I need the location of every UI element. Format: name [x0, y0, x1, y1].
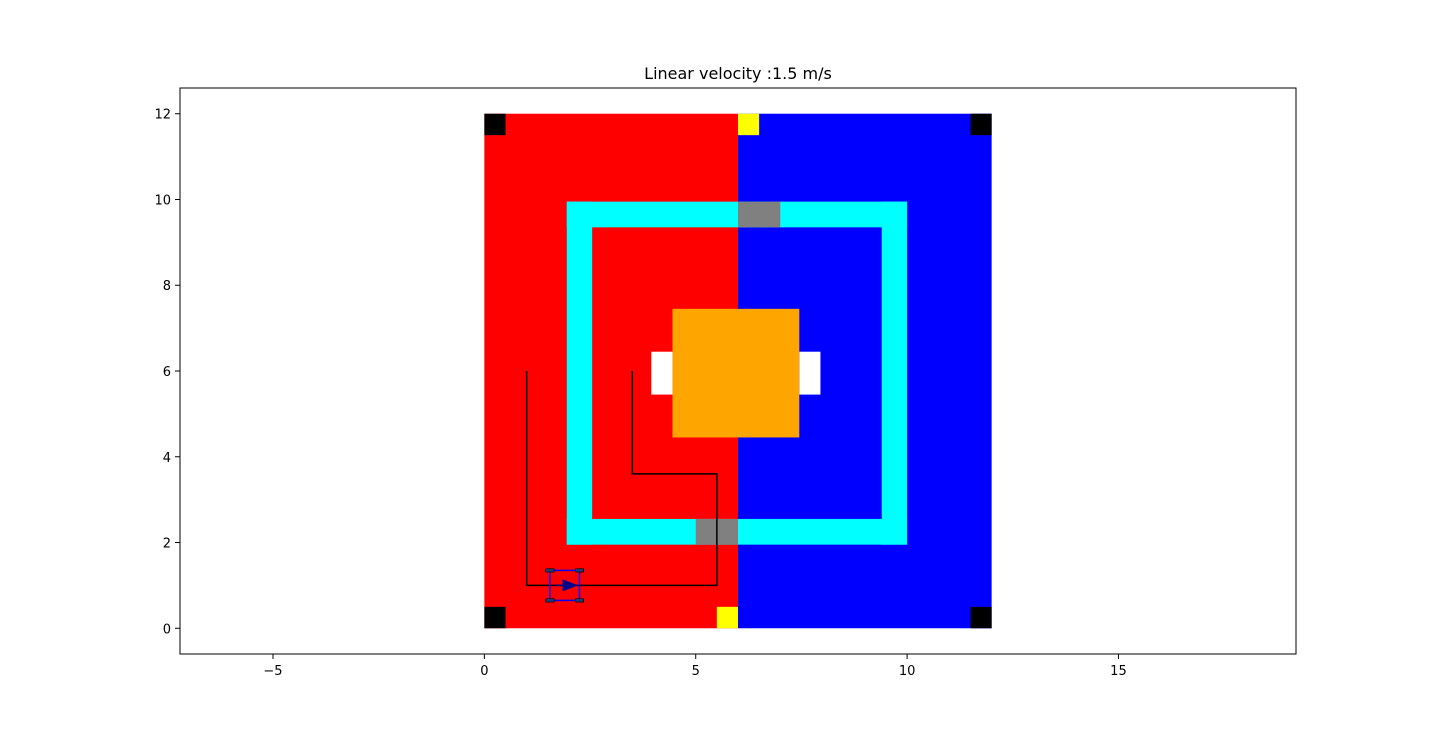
robot-body — [549, 569, 581, 602]
orange-center — [672, 308, 800, 438]
yellow-marker-top — [738, 113, 760, 136]
map-regions — [484, 113, 992, 629]
x-tick-label: 15 — [1110, 664, 1127, 679]
y-tick-label: 12 — [154, 108, 171, 123]
robot-wheel-2 — [574, 568, 585, 573]
white-block-right — [799, 351, 821, 395]
y-axis-ticks: 0 2 4 6 8 10 12 — [154, 108, 180, 637]
cyan-ring-left — [566, 201, 593, 545]
y-tick-label: 10 — [154, 193, 171, 208]
chart-title: Linear velocity :1.5 m/s — [644, 64, 832, 83]
y-tick-label: 0 — [163, 622, 171, 637]
cyan-ring-top — [566, 201, 908, 228]
black-corner-bottom-left — [484, 606, 506, 629]
robot-wheel-3 — [545, 598, 555, 603]
black-corner-bottom-right — [970, 606, 992, 629]
x-tick-label: 10 — [899, 664, 916, 679]
robot-wheel-1 — [545, 568, 555, 573]
black-corner-top-right — [970, 113, 992, 136]
path-layer — [525, 371, 718, 587]
planned-path — [525, 371, 718, 587]
x-tick-label: 5 — [692, 664, 700, 679]
x-tick-label: 0 — [480, 664, 488, 679]
robot-wheel-4 — [574, 598, 585, 603]
robot-heading-arrow — [562, 579, 579, 592]
gray-gate-top — [738, 201, 781, 228]
y-tick-label: 8 — [163, 279, 171, 294]
y-tick-label: 2 — [163, 537, 171, 552]
robot-marker — [545, 568, 585, 603]
yellow-marker-bottom — [716, 606, 738, 629]
x-tick-label: −5 — [263, 664, 282, 679]
cyan-ring-right — [881, 201, 908, 545]
black-corner-top-left — [484, 113, 506, 136]
white-block-left — [651, 351, 673, 395]
y-tick-label: 4 — [163, 451, 171, 466]
y-tick-label: 6 — [163, 365, 171, 380]
x-axis-ticks: −5 0 5 10 15 — [263, 654, 1127, 679]
